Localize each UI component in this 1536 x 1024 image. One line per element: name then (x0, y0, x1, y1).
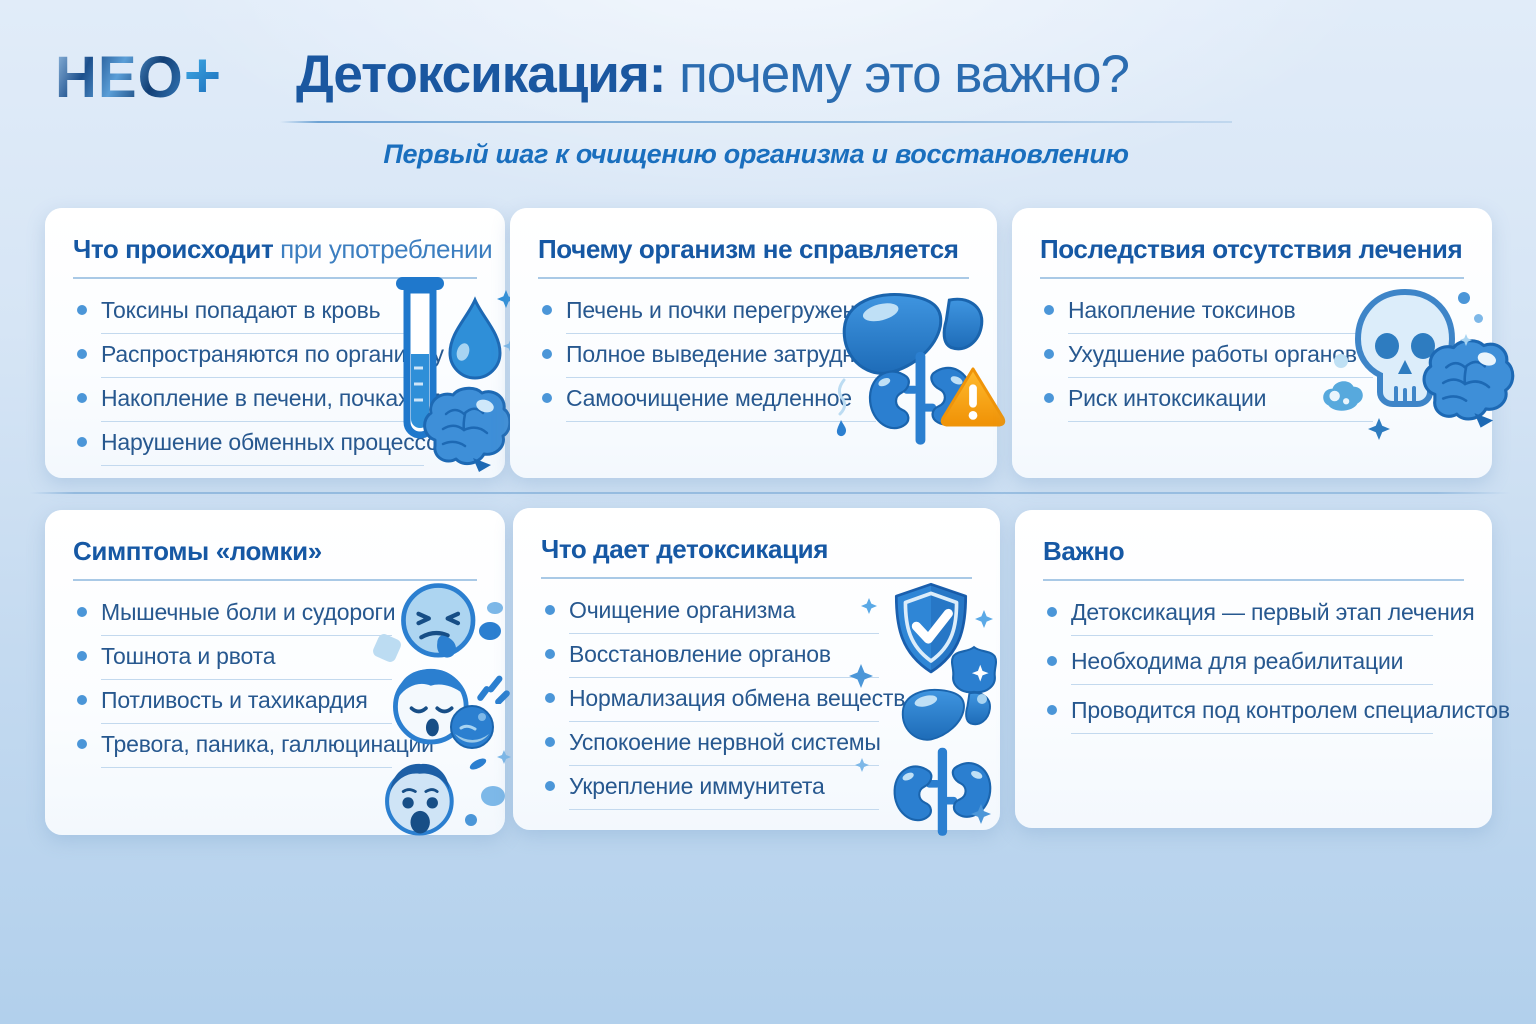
card-why-body-fails: Почему организм не справляется Печень и … (510, 208, 1006, 478)
card-title: Важно (1043, 536, 1464, 581)
list-item: Необходима для реабилитации (1043, 646, 1464, 685)
card-title-bold: Важно (1043, 536, 1125, 566)
sparkle-icon (975, 610, 993, 628)
card-title: Что дает детоксикация (541, 534, 972, 579)
decorative-dot (1474, 314, 1483, 323)
card-withdrawal-symptoms: Симптомы «ломки» Мышечные боли и судорог… (45, 510, 511, 836)
card-title: Симптомы «ломки» (73, 536, 477, 581)
list-item: Восстановление органов (541, 639, 972, 678)
decorative-splat (479, 622, 501, 640)
list-item: Очищение организма (541, 595, 972, 634)
sparkle-icon (485, 430, 501, 446)
card-title-bold: Почему организм не справляется (538, 234, 959, 264)
page-title-bold: Детоксикация: (296, 45, 666, 104)
card-important: Важно Детоксикация — первый этап лечения… (1015, 510, 1510, 828)
list-item: Укрепление иммунитета (541, 771, 972, 810)
bullet-list: Токсины попадают в кровь Распространяютс… (73, 295, 493, 466)
card-title: Последствия отсутствия лечения (1040, 234, 1464, 279)
page-title-regular: почему это важно? (665, 45, 1130, 104)
plus-icon: + (183, 39, 223, 111)
list-item: Тревога, паника, галлюцинации (73, 729, 477, 768)
card-title-bold: Последствия отсутствия лечения (1040, 234, 1463, 264)
sparkle-icon (971, 804, 991, 824)
card-title-bold: Симптомы «ломки» (73, 536, 322, 566)
row-divider (30, 492, 1510, 494)
decorative-splat (487, 602, 503, 614)
list-item: Накопление токсинов (1040, 295, 1464, 334)
bullet-list: Очищение организма Восстановление органо… (541, 595, 972, 810)
list-item: Мышечные боли и судороги (73, 597, 477, 636)
page-subtitle: Первый шаг к очищению организма и восста… (383, 139, 1129, 169)
sweat-lines-icon (477, 675, 510, 704)
logo-text: НЕО (55, 45, 184, 110)
bullet-list: Детоксикация — первый этап лечения Необх… (1043, 597, 1510, 734)
list-item: Самоочищение медленное (538, 383, 969, 422)
list-item: Проводится под контролем специалистов (1043, 695, 1510, 734)
list-item: Нарушение обменных процессов (73, 427, 477, 466)
list-item: Распространяются по организму (73, 339, 477, 378)
list-item: Риск интоксикации (1040, 383, 1464, 422)
card-title-rest: при употреблении (273, 234, 493, 264)
card-detox-benefits: Что дает детоксикация Очищение организма… (513, 508, 1000, 836)
scared-face-icon (385, 763, 454, 836)
list-item: Нормализация обмена веществ (541, 683, 972, 722)
bullet-list: Накопление токсинов Ухудшение работы орг… (1040, 295, 1464, 422)
decorative-splat (481, 786, 505, 806)
list-item: Успокоение нервной системы (541, 727, 972, 766)
list-item: Потливость и тахикардия (73, 685, 477, 724)
card-title-bold: Что дает детоксикация (541, 534, 829, 564)
list-item: Накопление в печени, почках и мозге (73, 383, 493, 422)
decorative-splat (465, 814, 477, 826)
list-item: Токсины попадают в кровь (73, 295, 477, 334)
list-item: Печень и почки перегружены (538, 295, 969, 334)
card-title-bold: Что происходит (73, 234, 274, 264)
bullet-list: Мышечные боли и судороги Тошнота и рвота… (73, 597, 477, 768)
card-title: Почему организм не справляется (538, 234, 969, 279)
title-divider (280, 121, 1232, 123)
list-item: Полное выведение затруднено (538, 339, 969, 378)
page-title: Детоксикация: почему это важно? (296, 44, 1130, 105)
decorative-dot (977, 694, 987, 704)
card-title: Что происходит при употреблении (73, 234, 493, 279)
bullet-list: Печень и почки перегружены Полное выведе… (538, 295, 969, 422)
sparkle-icon (497, 750, 511, 764)
list-item: Детоксикация — первый этап лечения (1043, 597, 1475, 636)
list-item: Тошнота и рвота (73, 641, 477, 680)
card-what-happens: Что происходит при употреблении Токсины … (45, 208, 519, 478)
list-item: Ухудшение работы органов (1040, 339, 1464, 378)
neo-plus-logo: НЕО+ (55, 38, 222, 112)
card-consequences: Последствия отсутствия лечения Накоплени… (1012, 208, 1515, 478)
